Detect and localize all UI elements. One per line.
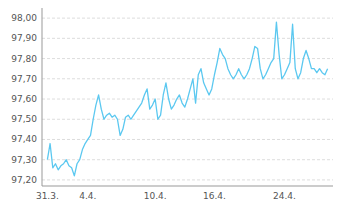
x-tick-label: 24.4. [273,191,296,201]
chart: 97,20 97,30 97,40 97,50 97,60 97,70 97,80 97,90… [0,0,341,206]
line [47,22,327,176]
grid-line [42,18,333,19]
x-tick-label: 10.4. [144,191,167,201]
y-tick-label: 97,50 [11,114,37,124]
y-tick-label: 97,20 [11,175,37,185]
y-tick-label: 97,30 [11,155,37,165]
grid-line [42,38,333,39]
x-tick-label: 16.4. [203,191,226,201]
x-tick-label: 4.4. [79,191,96,201]
plot-area [47,22,327,176]
y-tick-label: 97,60 [11,94,37,104]
y-tick-label: 97,90 [11,33,37,43]
grid-line [42,58,333,59]
y-axis-line [42,8,43,186]
x-tick-label: 31.3. [36,191,59,201]
x-axis-line [42,186,333,187]
grid-line [42,119,333,120]
grid-line [42,139,333,140]
y-grid [42,18,333,180]
y-tick-label: 98,00 [11,13,37,23]
y-tick-label: 97,70 [11,74,37,84]
y-tick-label: 97,80 [11,54,37,64]
grid-line [42,179,333,180]
y-tick-label: 97,40 [11,134,37,144]
grid-line [42,78,333,79]
grid-line [42,159,333,160]
